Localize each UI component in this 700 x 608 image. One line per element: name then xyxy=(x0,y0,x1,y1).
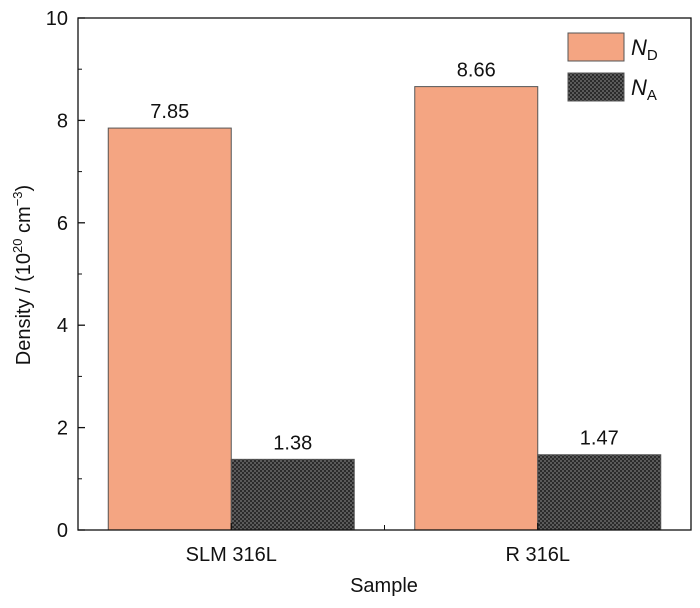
x-tick-label: SLM 316L xyxy=(186,544,277,566)
legend-swatch-a xyxy=(567,72,625,102)
bar-d-1 xyxy=(414,86,539,531)
y-tick-label: 6 xyxy=(57,213,68,235)
data-label-d-0: 7.85 xyxy=(150,101,189,123)
data-label-a-0: 1.38 xyxy=(273,432,312,454)
y-tick-label: 10 xyxy=(46,8,68,30)
x-tick-label: R 316L xyxy=(506,544,571,566)
x-axis-label: Sample xyxy=(350,575,418,597)
bar-a-0 xyxy=(230,458,355,531)
y-axis-label: Density / (1020 cm−3) xyxy=(10,185,35,365)
y-tick-label: 0 xyxy=(57,520,68,542)
legend: ND NA xyxy=(567,32,658,104)
y-axis-label-unit: cm xyxy=(13,206,35,238)
y-axis-label-close: ) xyxy=(13,185,35,192)
legend-label-d: ND xyxy=(631,35,658,64)
y-tick-label: 4 xyxy=(57,315,68,337)
data-label-a-1: 1.47 xyxy=(580,428,619,450)
y-tick-label: 8 xyxy=(57,110,68,132)
y-tick-label: 2 xyxy=(57,418,68,440)
bar-a-1 xyxy=(537,454,662,531)
legend-swatch-d xyxy=(567,32,625,62)
y-axis-label-unit-exponent: −3 xyxy=(10,191,25,206)
y-axis-label-exponent: 20 xyxy=(10,238,25,252)
data-label-d-1: 8.66 xyxy=(457,60,496,82)
y-axis-label-main: Density / (10 xyxy=(13,253,35,365)
bar-d-0 xyxy=(107,127,232,531)
legend-label-a: NA xyxy=(631,75,657,104)
